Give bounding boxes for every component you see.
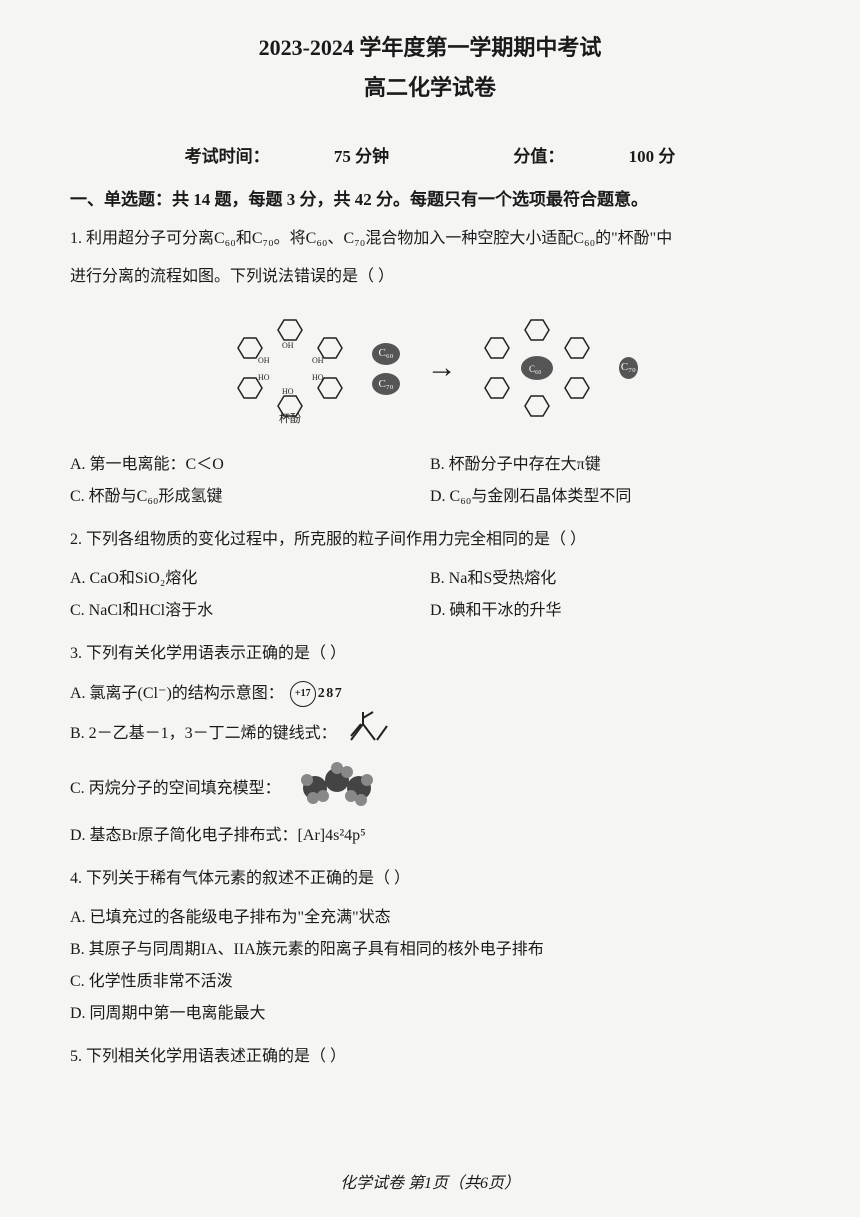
q5-stem: 5. 下列相关化学用语表述正确的是（ ） <box>70 1042 790 1072</box>
q4-optD: D. 同周期中第一电离能最大 <box>70 998 790 1030</box>
q4-stem: 4. 下列关于稀有气体元素的叙述不正确的是（ ） <box>70 864 790 894</box>
q2-optD: D. 碘和干冰的升华 <box>430 595 790 627</box>
q2-optB: B. Na和S受热熔化 <box>430 563 790 595</box>
question-4: 4. 下列关于稀有气体元素的叙述不正确的是（ ） A. 已填充过的各能级电子排布… <box>70 864 790 1030</box>
electron-shells: 2 8 7 <box>318 680 341 708</box>
nucleus: +17 <box>290 681 316 707</box>
svg-text:OH: OH <box>282 341 294 350</box>
bond-line-structure-icon <box>343 710 403 758</box>
q3-optC: C. 丙烷分子的空间填充模型： <box>70 758 790 820</box>
q1-stem-line2: 进行分离的流程如图。下列说法错误的是（ ） <box>70 262 790 292</box>
question-2: 2. 下列各组物质的变化过程中，所克服的粒子间作用力完全相同的是（ ） A. C… <box>70 525 790 627</box>
q1-options: A. 第一电离能：C＜O B. 杯酚分子中存在大π键 C. 杯酚与C₆₀形成氢键… <box>70 449 790 513</box>
q1-optA: A. 第一电离能：C＜O <box>70 449 430 481</box>
q3-stem: 3. 下列有关化学用语表示正确的是（ ） <box>70 639 790 669</box>
svg-text:HO: HO <box>282 387 294 396</box>
calixarene-right: C₆₀ <box>467 308 607 428</box>
time-label: 考试时间： <box>185 142 270 167</box>
exam-title-sub: 高二化学试卷 <box>70 70 790 102</box>
q1-optD: D. C₆₀与金刚石晶体类型不同 <box>430 481 790 513</box>
question-1: 1. 利用超分子可分离C₆₀和C₇₀。将C₆₀、C₇₀混合物加入一种空腔大小适配… <box>70 224 790 513</box>
q3-options: A. 氯离子(Cl⁻)的结构示意图： +17 2 8 7 B. 2－乙基－1，3… <box>70 678 790 852</box>
calixarene-left: OH OH HO HO HO OH 杯酚 <box>220 308 360 428</box>
q1-diagram: OH OH HO HO HO OH 杯酚 C₆₀ C₇₀ → <box>220 303 640 433</box>
q4-options: A. 已填充过的各能级电子排布为"全充满"状态 B. 其原子与同周期IA、IIA… <box>70 902 790 1030</box>
q2-optC: C. NaCl和HCl溶于水 <box>70 595 430 627</box>
q4-optA: A. 已填充过的各能级电子排布为"全充满"状态 <box>70 902 790 934</box>
atom-structure-icon: +17 2 8 7 <box>290 680 341 708</box>
particles-before: C₆₀ C₇₀ <box>370 337 417 398</box>
q3-optC-text: C. 丙烷分子的空间填充模型： <box>70 773 281 805</box>
score-label: 分值： <box>513 142 564 167</box>
time-value: 75 分钟 <box>334 142 389 167</box>
svg-text:HO: HO <box>312 373 324 382</box>
q2-stem: 2. 下列各组物质的变化过程中，所克服的粒子间作用力完全相同的是（ ） <box>70 525 790 555</box>
question-3: 3. 下列有关化学用语表示正确的是（ ） A. 氯离子(Cl⁻)的结构示意图： … <box>70 639 790 851</box>
q2-options: A. CaO和SiO₂熔化 B. Na和S受热熔化 C. NaCl和HCl溶于水… <box>70 563 790 627</box>
calixarene-label: 杯酚 <box>279 409 301 430</box>
c60-ball-icon: C₆₀ <box>372 343 400 365</box>
q3-optA: A. 氯离子(Cl⁻)的结构示意图： +17 2 8 7 <box>70 678 790 710</box>
score-value: 100 分 <box>629 142 676 167</box>
question-5: 5. 下列相关化学用语表述正确的是（ ） <box>70 1042 790 1072</box>
q2-optA: A. CaO和SiO₂熔化 <box>70 563 430 595</box>
q4-optC: C. 化学性质非常不活泼 <box>70 966 790 998</box>
svg-text:OH: OH <box>312 356 324 365</box>
space-filling-model-icon <box>295 758 385 820</box>
exam-meta: 考试时间： 75 分钟 分值： 100 分 <box>70 142 790 167</box>
page-footer: 化学试卷 第1页（共6页） <box>0 1169 860 1193</box>
q3-optB: B. 2－乙基－1，3－丁二烯的键线式： <box>70 710 790 758</box>
section-1-header: 一、单选题：共 14 题，每题 3 分，共 42 分。每题只有一个选项最符合题意… <box>70 185 790 210</box>
q4-optB: B. 其原子与同周期IA、IIA族元素的阳离子具有相同的核外电子排布 <box>70 934 790 966</box>
q3-optB-text: B. 2－乙基－1，3－丁二烯的键线式： <box>70 718 337 750</box>
c70-out-icon: C₇₀ <box>619 357 638 379</box>
arrow-icon: → <box>427 339 457 396</box>
q3-optD: D. 基态Br原子简化电子排布式：[Ar]4s²4p⁵ <box>70 820 790 852</box>
q1-optB: B. 杯酚分子中存在大π键 <box>430 449 790 481</box>
svg-text:HO: HO <box>258 373 270 382</box>
q3-optA-text: A. 氯离子(Cl⁻)的结构示意图： <box>70 678 284 710</box>
q1-stem-line1: 1. 利用超分子可分离C₆₀和C₇₀。将C₆₀、C₇₀混合物加入一种空腔大小适配… <box>70 224 790 254</box>
svg-text:C₆₀: C₆₀ <box>529 364 541 374</box>
c70-ball-icon: C₇₀ <box>372 373 400 395</box>
exam-title-main: 2023-2024 学年度第一学期期中考试 <box>70 30 790 62</box>
q1-optC: C. 杯酚与C₆₀形成氢键 <box>70 481 430 513</box>
svg-text:OH: OH <box>258 356 270 365</box>
